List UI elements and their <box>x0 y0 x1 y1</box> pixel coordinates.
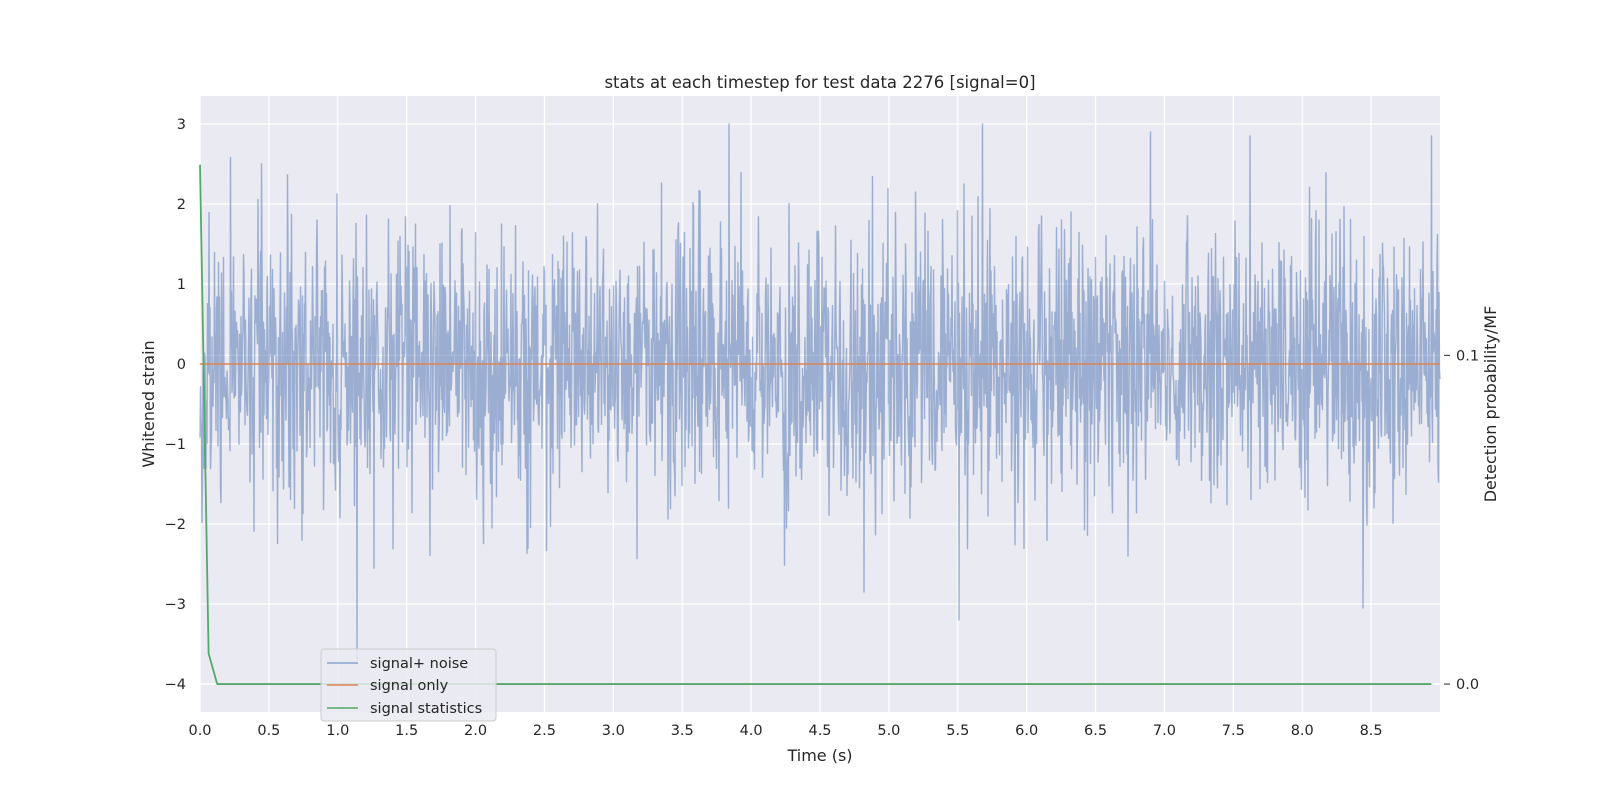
x-tick-label: 4.5 <box>808 723 831 739</box>
y-tick-label: 3 <box>177 117 186 133</box>
x-tick-label: 7.5 <box>1222 723 1245 739</box>
x-tick-label: 0.0 <box>188 723 211 739</box>
x-tick-label: 5.5 <box>946 723 969 739</box>
x-tick-label: 2.5 <box>533 723 556 739</box>
legend-box <box>320 648 497 722</box>
legend-label-signal-only: signal only <box>370 678 449 694</box>
y-axis-ticks: 3 2 1 0 −1 −2 −3 −4 <box>165 117 186 693</box>
y-tick-label: −2 <box>165 517 186 533</box>
y-axis-label: Whitened strain <box>139 340 158 467</box>
x-tick-label: 3.0 <box>602 723 625 739</box>
legend-label-signal-plus-noise: signal+ noise <box>370 656 468 672</box>
x-axis-label: Time (s) <box>786 746 852 765</box>
x-tick-label: 1.5 <box>395 723 418 739</box>
series-signal-statistics <box>199 164 1432 685</box>
legend-label-signal-statistics: signal statistics <box>370 701 482 717</box>
y-tick-label: 2 <box>177 197 186 213</box>
x-tick-label: 0.5 <box>257 723 280 739</box>
x-tick-label: 8.0 <box>1291 723 1314 739</box>
y-tick-label: 1 <box>177 277 186 293</box>
x-axis-ticks: 0.0 0.5 1.0 1.5 2.0 2.5 3.0 3.5 4.0 4.5 5.0 5.5 6.0 6… <box>188 723 1382 739</box>
y-tick-label: −3 <box>165 597 186 613</box>
x-tick-label: 8.5 <box>1360 723 1383 739</box>
y2-tick-label: 0.1 <box>1456 348 1479 364</box>
x-tick-label: 1.0 <box>326 723 349 739</box>
y-tick-label: 0 <box>177 357 186 373</box>
x-tick-label: 4.0 <box>740 723 763 739</box>
y2-tick-label: 0.0 <box>1456 677 1479 693</box>
x-tick-label: 7.0 <box>1153 723 1176 739</box>
legend: signal+ noise signal only signal statist… <box>320 648 497 722</box>
y2-axis-ticks: 0.1 0.0 <box>1444 348 1479 693</box>
y2-axis-label: Detection probability/MF <box>1481 306 1500 503</box>
x-tick-label: 2.0 <box>464 723 487 739</box>
series-signal-plus-noise <box>199 123 1441 661</box>
y-tick-label: −1 <box>165 437 186 453</box>
x-tick-label: 6.0 <box>1015 723 1038 739</box>
y-tick-label: −4 <box>165 677 186 693</box>
signal-statistics-line <box>199 164 1432 685</box>
x-tick-label: 6.5 <box>1084 723 1107 739</box>
x-tick-label: 5.0 <box>877 723 900 739</box>
chart-title: stats at each timestep for test data 227… <box>604 73 1035 92</box>
signal-plus-noise-line <box>199 123 1441 661</box>
x-tick-label: 3.5 <box>671 723 694 739</box>
